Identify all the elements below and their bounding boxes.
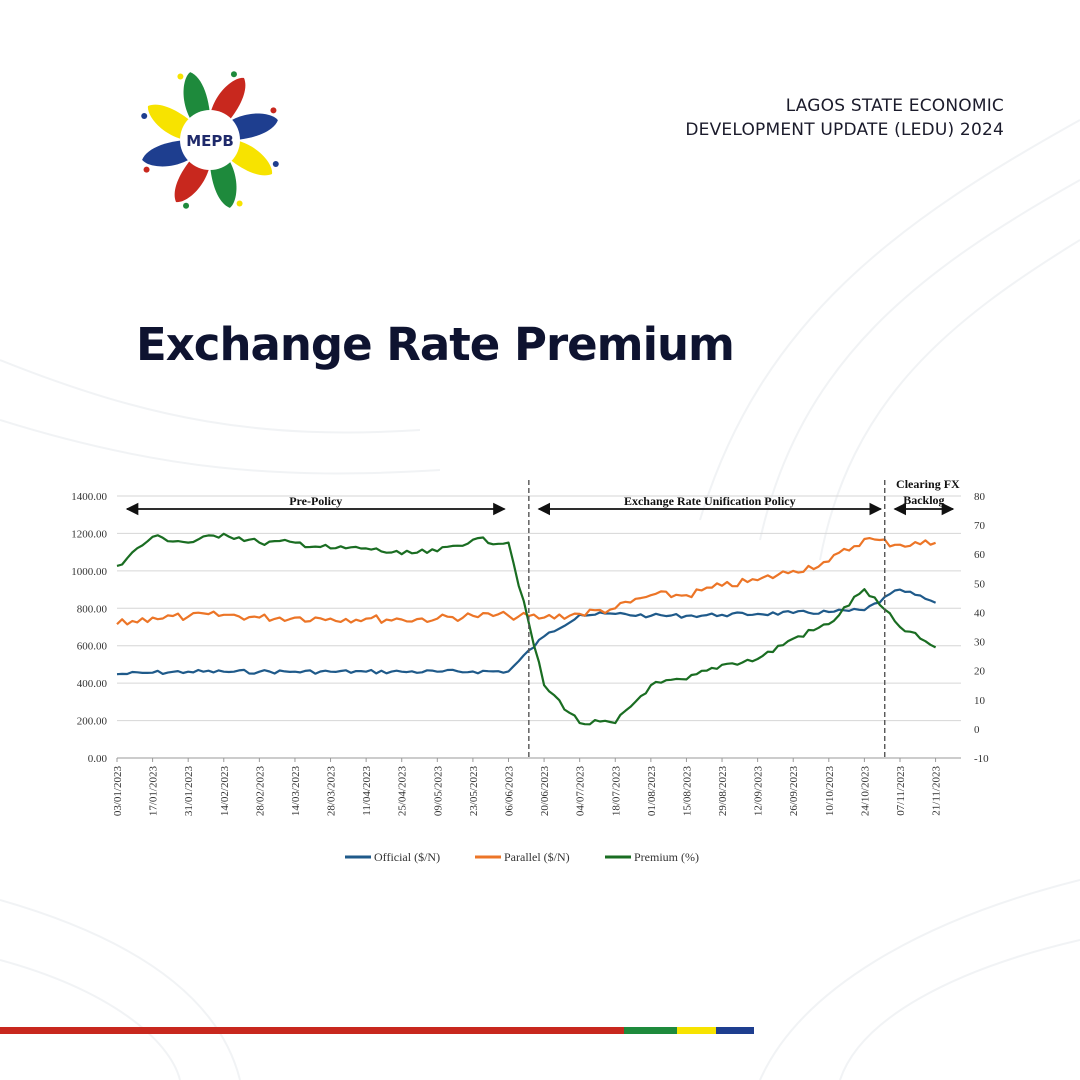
report-title-line-2: DEVELOPMENT UPDATE (LEDU) 2024 [685,120,1004,140]
footer-bar-blue [716,1027,754,1034]
y-right-tick-label: 50 [974,578,986,590]
logo-dot [230,71,237,78]
x-tick-label: 07/11/2023 [895,766,907,816]
exchange-rate-chart: 0.00 200.00 400.00 600.00 800.00 1000.00 1200.… [71,477,989,864]
series-line-2 [116,532,937,726]
footer-bar-red [0,1027,624,1034]
y-right-tick-label: 20 [974,666,986,678]
x-tick-label: 29/08/2023 [717,766,729,817]
y-right-tick-label: 70 [974,520,986,532]
x-tick-label: 14/02/2023 [219,766,231,817]
x-tick-label: 18/07/2023 [610,766,622,817]
x-tick-label: 31/01/2023 [183,766,195,817]
x-tick-label: 09/05/2023 [432,766,444,817]
x-tick-label: 28/03/2023 [326,766,338,817]
annotation-label: Backlog [903,493,944,507]
footer-bar-yellow [677,1027,716,1034]
logo-dot [143,166,150,173]
x-tick-label: 03/01/2023 [112,766,124,817]
annotation-label: Pre-Policy [289,494,342,508]
y-left-tick-label: 800.00 [77,603,108,615]
footer-bar-green [624,1027,677,1034]
x-tick-label: 04/07/2023 [575,766,587,817]
logo-dot [272,160,279,167]
mepb-logo: MEPB [141,71,279,209]
legend-label: Official ($/N) [374,850,440,864]
legend-label: Parallel ($/N) [504,850,570,864]
x-tick-label: 26/09/2023 [788,766,800,817]
logo-dot [270,107,277,114]
x-tick-label: 28/02/2023 [254,766,266,817]
y-right-tick-label: 30 [974,637,986,649]
x-tick-label: 17/01/2023 [148,766,160,817]
x-tick-label: 10/10/2023 [824,766,836,817]
x-tick-label: 11/04/2023 [361,766,373,816]
report-title: LAGOS STATE ECONOMIC DEVELOPMENT UPDATE … [584,94,1004,142]
y-left-tick-label: 200.00 [77,716,108,728]
logo-dot [141,113,148,120]
x-tick-label: 06/06/2023 [503,766,515,817]
y-left-tick-label: 1400.00 [71,491,107,503]
x-tick-label: 25/04/2023 [397,766,409,817]
logo-dot [236,200,243,207]
series-line-0 [116,588,937,676]
x-tick-label: 21/11/2023 [931,766,943,816]
y-left-tick-label: 600.00 [77,641,108,653]
report-title-line-1: LAGOS STATE ECONOMIC [785,96,1004,116]
legend-label: Premium (%) [634,850,699,864]
y-right-tick-label: 10 [974,695,986,707]
x-tick-label: 01/08/2023 [646,766,658,817]
x-tick-label: 20/06/2023 [539,766,551,817]
x-tick-label: 23/05/2023 [468,766,480,817]
annotation-label: Exchange Rate Unification Policy [624,494,796,508]
y-left-tick-label: 1200.00 [71,528,107,540]
annotation-label: Clearing FX [896,477,960,491]
y-right-tick-label: 0 [974,724,980,736]
logo-text: MEPB [186,132,234,150]
logo-dot [177,73,184,80]
x-tick-label: 12/09/2023 [753,766,765,817]
y-right-tick-label: 80 [974,491,986,503]
y-left-tick-label: 1000.00 [71,566,107,578]
y-right-tick-label: 40 [974,607,986,619]
page-title: Exchange Rate Premium [136,318,735,371]
x-tick-label: 14/03/2023 [290,766,302,817]
x-tick-label: 15/08/2023 [681,766,693,817]
logo-dot [183,202,190,209]
x-tick-label: 24/10/2023 [859,766,871,817]
y-right-tick-label: -10 [974,753,989,765]
y-right-tick-label: 60 [974,549,986,561]
y-left-tick-label: 400.00 [77,678,108,690]
y-left-tick-label: 0.00 [88,753,108,765]
